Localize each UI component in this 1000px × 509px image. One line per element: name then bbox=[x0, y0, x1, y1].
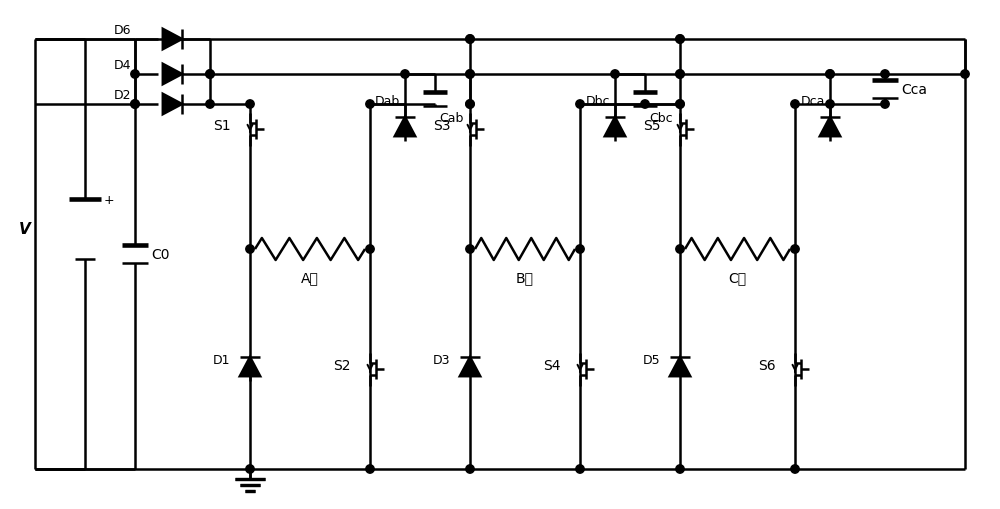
Circle shape bbox=[246, 101, 254, 109]
Circle shape bbox=[206, 71, 214, 79]
Circle shape bbox=[131, 101, 139, 109]
Text: S6: S6 bbox=[758, 358, 776, 373]
Polygon shape bbox=[163, 95, 182, 115]
Polygon shape bbox=[460, 357, 480, 377]
Circle shape bbox=[576, 465, 584, 473]
Polygon shape bbox=[395, 118, 415, 137]
Circle shape bbox=[401, 71, 409, 79]
Circle shape bbox=[826, 71, 834, 79]
Circle shape bbox=[791, 245, 799, 253]
Text: S4: S4 bbox=[543, 358, 560, 373]
Circle shape bbox=[466, 36, 474, 44]
Circle shape bbox=[246, 245, 254, 253]
Text: C相: C相 bbox=[728, 270, 747, 285]
Text: +: + bbox=[104, 193, 115, 206]
Polygon shape bbox=[605, 118, 625, 137]
Circle shape bbox=[466, 101, 474, 109]
Circle shape bbox=[576, 101, 584, 109]
Circle shape bbox=[131, 101, 139, 109]
Circle shape bbox=[676, 36, 684, 44]
Text: Cca: Cca bbox=[901, 83, 927, 97]
Circle shape bbox=[676, 101, 684, 109]
Text: Dca: Dca bbox=[801, 95, 825, 108]
Text: D6: D6 bbox=[114, 24, 131, 37]
Circle shape bbox=[576, 245, 584, 253]
Text: D1: D1 bbox=[212, 353, 230, 366]
Circle shape bbox=[466, 71, 474, 79]
Circle shape bbox=[466, 36, 474, 44]
Circle shape bbox=[676, 101, 684, 109]
Text: Cab: Cab bbox=[439, 112, 463, 125]
Circle shape bbox=[961, 71, 969, 79]
Circle shape bbox=[466, 71, 474, 79]
Circle shape bbox=[246, 465, 254, 473]
Circle shape bbox=[641, 101, 649, 109]
Text: S3: S3 bbox=[433, 119, 450, 133]
Text: A相: A相 bbox=[301, 270, 319, 285]
Text: Cbc: Cbc bbox=[649, 112, 673, 125]
Text: S5: S5 bbox=[643, 119, 660, 133]
Circle shape bbox=[791, 465, 799, 473]
Text: D3: D3 bbox=[432, 353, 450, 366]
Circle shape bbox=[676, 245, 684, 253]
Text: C0: C0 bbox=[151, 247, 170, 262]
Polygon shape bbox=[670, 357, 690, 377]
Circle shape bbox=[611, 71, 619, 79]
Circle shape bbox=[206, 71, 214, 79]
Circle shape bbox=[366, 245, 374, 253]
Circle shape bbox=[676, 36, 684, 44]
Text: D4: D4 bbox=[114, 59, 131, 72]
Circle shape bbox=[881, 101, 889, 109]
Text: D2: D2 bbox=[114, 89, 131, 102]
Circle shape bbox=[676, 71, 684, 79]
Circle shape bbox=[676, 465, 684, 473]
Circle shape bbox=[826, 101, 834, 109]
Text: Dab: Dab bbox=[375, 95, 400, 108]
Circle shape bbox=[366, 101, 374, 109]
Circle shape bbox=[366, 465, 374, 473]
Text: Dbc: Dbc bbox=[586, 95, 610, 108]
Text: S1: S1 bbox=[213, 119, 230, 133]
Circle shape bbox=[466, 101, 474, 109]
Circle shape bbox=[826, 71, 834, 79]
Circle shape bbox=[131, 71, 139, 79]
Polygon shape bbox=[820, 118, 840, 137]
Text: V: V bbox=[19, 222, 31, 237]
Circle shape bbox=[206, 101, 214, 109]
Circle shape bbox=[466, 245, 474, 253]
Text: B相: B相 bbox=[516, 270, 534, 285]
Circle shape bbox=[791, 101, 799, 109]
Circle shape bbox=[466, 465, 474, 473]
Polygon shape bbox=[163, 30, 182, 50]
Text: D5: D5 bbox=[642, 353, 660, 366]
Circle shape bbox=[676, 71, 684, 79]
Text: S2: S2 bbox=[333, 358, 351, 373]
Polygon shape bbox=[240, 357, 260, 377]
Circle shape bbox=[881, 71, 889, 79]
Polygon shape bbox=[163, 65, 182, 85]
